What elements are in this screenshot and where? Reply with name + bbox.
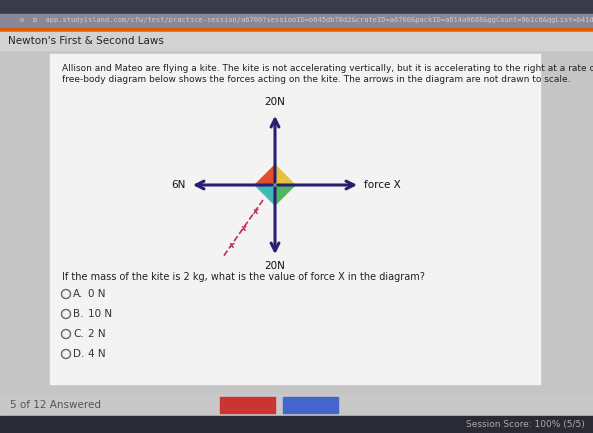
- Text: 6N: 6N: [171, 180, 186, 190]
- Bar: [0, 416, 593, 433]
- Bar: [0, 14, 593, 28]
- Bar: [0, 0, 593, 14]
- Polygon shape: [275, 165, 295, 185]
- Text: x: x: [228, 241, 234, 250]
- Text: C.: C.: [73, 329, 84, 339]
- Text: D.: D.: [73, 349, 84, 359]
- Polygon shape: [275, 185, 295, 205]
- Text: force X: force X: [364, 180, 401, 190]
- Text: x: x: [240, 224, 246, 233]
- Polygon shape: [255, 165, 275, 185]
- Bar: [220, 397, 275, 413]
- Text: Allison and Mateo are flying a kite. The kite is not accelerating vertically, bu: Allison and Mateo are flying a kite. The…: [62, 64, 593, 73]
- Text: If the mass of the kite is 2 kg, what is the value of force X in the diagram?: If the mass of the kite is 2 kg, what is…: [62, 272, 425, 282]
- Text: B.: B.: [73, 309, 84, 319]
- Text: ⊙  ⊡  app.studyisland.com/cfw/test/practice-session/a6700?sessionID=b645db78d2&c: ⊙ ⊡ app.studyisland.com/cfw/test/practic…: [20, 17, 593, 23]
- Text: 10 N: 10 N: [88, 309, 112, 319]
- Polygon shape: [255, 185, 275, 205]
- Text: 0 N: 0 N: [88, 289, 106, 299]
- Bar: [50, 54, 540, 384]
- Text: 5 of 12 Answered: 5 of 12 Answered: [10, 400, 101, 410]
- Text: A.: A.: [73, 289, 84, 299]
- Text: 2 N: 2 N: [88, 329, 106, 339]
- Text: Session Score: 100% (5/5): Session Score: 100% (5/5): [466, 420, 585, 429]
- Bar: [0, 28, 593, 32]
- Text: 20N: 20N: [264, 261, 285, 271]
- Bar: [0, 32, 593, 402]
- Text: 20N: 20N: [264, 97, 285, 107]
- Bar: [283, 397, 338, 413]
- Text: free-body diagram below shows the forces acting on the kite. The arrows in the d: free-body diagram below shows the forces…: [62, 75, 570, 84]
- Text: 4 N: 4 N: [88, 349, 106, 359]
- Bar: [0, 32, 593, 50]
- Text: x: x: [252, 207, 258, 216]
- Bar: [0, 394, 593, 416]
- Text: Newton's First & Second Laws: Newton's First & Second Laws: [8, 36, 164, 46]
